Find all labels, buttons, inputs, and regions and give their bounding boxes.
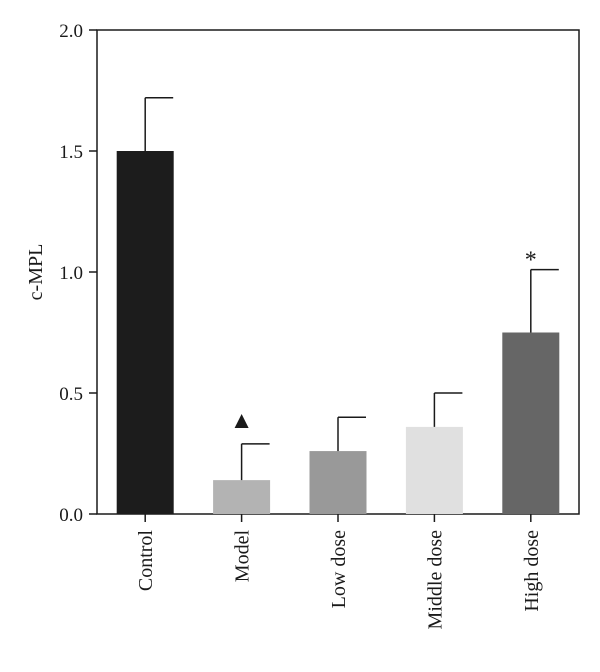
bar-control: [116, 151, 174, 514]
x-axis: Control Model Low dose Middle dose High dose: [135, 514, 543, 629]
significance-triangle-icon: ▲: [230, 408, 254, 434]
bar-high-dose: [502, 332, 560, 514]
y-axis-title: c-MPL: [25, 244, 47, 301]
bar-low-dose: [309, 451, 367, 514]
x-tick-label-control: Control: [135, 530, 157, 592]
bar-middle-dose: [405, 426, 463, 514]
x-tick-label-model: Model: [232, 530, 254, 583]
bars-group: ▲*: [116, 97, 560, 514]
bar-model: [213, 480, 271, 514]
y-tick-label: 0.0: [59, 505, 83, 526]
y-tick-label: 1.5: [59, 142, 83, 163]
x-tick-label-low-dose: Low dose: [328, 530, 350, 608]
y-tick-label: 1.0: [59, 263, 83, 284]
x-tick-label-high-dose: High dose: [521, 530, 543, 612]
y-tick-label: 0.5: [59, 384, 83, 405]
y-axis: 0.0 0.5 1.0 1.5 2.0: [59, 21, 97, 526]
y-tick-label: 2.0: [59, 21, 83, 42]
significance-asterisk: *: [525, 248, 537, 274]
x-tick-label-middle-dose: Middle dose: [424, 530, 446, 630]
